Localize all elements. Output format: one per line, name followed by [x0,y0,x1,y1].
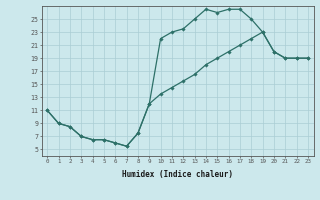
X-axis label: Humidex (Indice chaleur): Humidex (Indice chaleur) [122,170,233,179]
